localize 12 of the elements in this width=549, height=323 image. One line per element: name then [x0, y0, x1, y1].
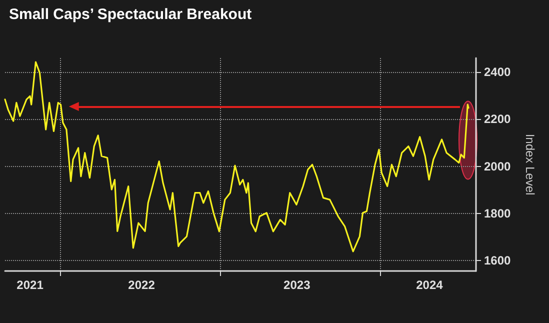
chart-title: Small Caps’ Spectacular Breakout — [9, 6, 252, 23]
y-tick-label: 2200 — [484, 112, 512, 126]
y-tick-label: 2400 — [484, 65, 512, 80]
line-series — [4, 61, 470, 252]
y-tick-label: 2000 — [484, 159, 512, 174]
x-tick-label: 2021 — [16, 278, 44, 292]
x-tick-label: 2024 — [416, 278, 444, 292]
y-axis-title: Index Level — [523, 134, 537, 196]
x-tick-label: 2022 — [128, 278, 156, 292]
y-tick-label: 1600 — [484, 253, 512, 268]
x-tick-label: 2023 — [284, 278, 311, 292]
y-tick-label: 1800 — [484, 206, 512, 220]
